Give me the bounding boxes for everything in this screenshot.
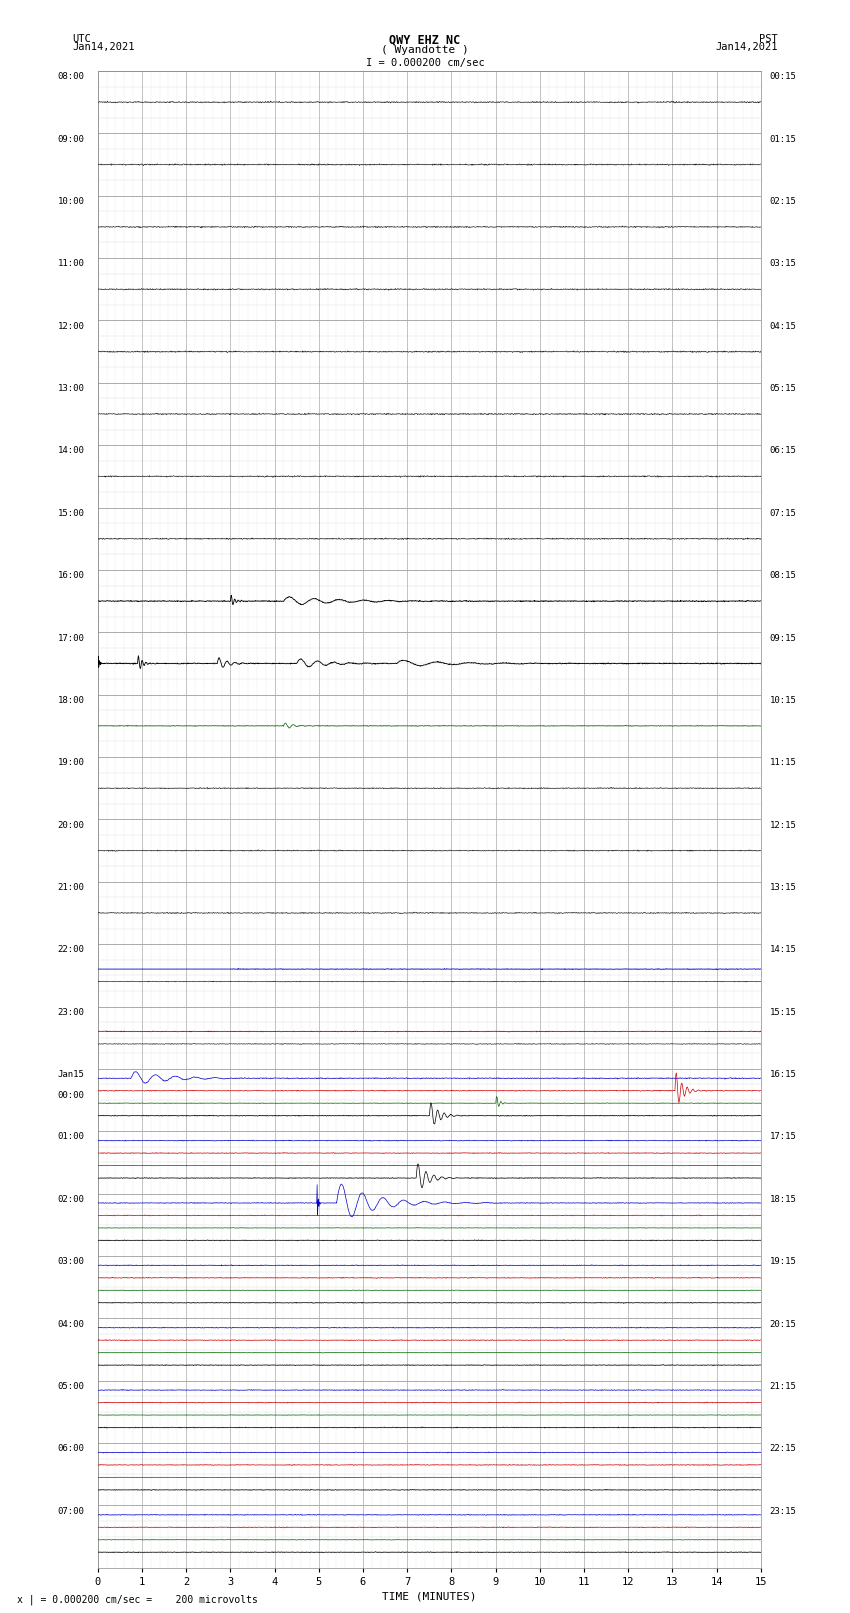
Text: PST: PST [759, 34, 778, 44]
Text: 10:15: 10:15 [769, 695, 796, 705]
Text: 00:00: 00:00 [58, 1090, 84, 1100]
Text: 07:00: 07:00 [58, 1507, 84, 1516]
Text: 09:15: 09:15 [769, 634, 796, 642]
Text: 21:15: 21:15 [769, 1382, 796, 1390]
Text: 10:00: 10:00 [58, 197, 84, 206]
Text: 12:00: 12:00 [58, 321, 84, 331]
Text: 20:00: 20:00 [58, 821, 84, 829]
Text: 11:15: 11:15 [769, 758, 796, 768]
Text: x | = 0.000200 cm/sec =    200 microvolts: x | = 0.000200 cm/sec = 200 microvolts [17, 1594, 258, 1605]
Text: 13:15: 13:15 [769, 882, 796, 892]
Text: 13:00: 13:00 [58, 384, 84, 394]
Text: 21:00: 21:00 [58, 882, 84, 892]
Text: 06:00: 06:00 [58, 1444, 84, 1453]
Text: 23:00: 23:00 [58, 1008, 84, 1016]
Text: 08:15: 08:15 [769, 571, 796, 581]
Text: 20:15: 20:15 [769, 1319, 796, 1329]
Text: 14:15: 14:15 [769, 945, 796, 955]
Text: 04:00: 04:00 [58, 1319, 84, 1329]
Text: 14:00: 14:00 [58, 447, 84, 455]
Text: 22:15: 22:15 [769, 1444, 796, 1453]
Text: Jan15: Jan15 [58, 1069, 84, 1079]
Text: UTC: UTC [72, 34, 91, 44]
Text: 19:00: 19:00 [58, 758, 84, 768]
Text: ( Wyandotte ): ( Wyandotte ) [381, 45, 469, 55]
Text: 18:15: 18:15 [769, 1195, 796, 1203]
Text: 22:00: 22:00 [58, 945, 84, 955]
Text: QWY EHZ NC: QWY EHZ NC [389, 34, 461, 47]
Text: 09:00: 09:00 [58, 134, 84, 144]
Text: 04:15: 04:15 [769, 321, 796, 331]
Text: 17:00: 17:00 [58, 634, 84, 642]
Text: Jan14,2021: Jan14,2021 [715, 42, 778, 52]
Text: 17:15: 17:15 [769, 1132, 796, 1142]
X-axis label: TIME (MINUTES): TIME (MINUTES) [382, 1590, 477, 1602]
Text: 23:15: 23:15 [769, 1507, 796, 1516]
Text: 01:15: 01:15 [769, 134, 796, 144]
Text: 05:15: 05:15 [769, 384, 796, 394]
Text: 08:00: 08:00 [58, 73, 84, 81]
Text: 03:00: 03:00 [58, 1257, 84, 1266]
Text: 03:15: 03:15 [769, 260, 796, 268]
Text: 19:15: 19:15 [769, 1257, 796, 1266]
Text: 05:00: 05:00 [58, 1382, 84, 1390]
Text: 15:15: 15:15 [769, 1008, 796, 1016]
Text: 12:15: 12:15 [769, 821, 796, 829]
Text: 01:00: 01:00 [58, 1132, 84, 1142]
Text: 15:00: 15:00 [58, 508, 84, 518]
Text: 00:15: 00:15 [769, 73, 796, 81]
Text: 02:00: 02:00 [58, 1195, 84, 1203]
Text: 16:15: 16:15 [769, 1069, 796, 1079]
Text: 02:15: 02:15 [769, 197, 796, 206]
Text: 06:15: 06:15 [769, 447, 796, 455]
Text: Jan14,2021: Jan14,2021 [72, 42, 135, 52]
Text: 11:00: 11:00 [58, 260, 84, 268]
Text: 07:15: 07:15 [769, 508, 796, 518]
Text: 16:00: 16:00 [58, 571, 84, 581]
Text: I = 0.000200 cm/sec: I = 0.000200 cm/sec [366, 58, 484, 68]
Text: 18:00: 18:00 [58, 695, 84, 705]
